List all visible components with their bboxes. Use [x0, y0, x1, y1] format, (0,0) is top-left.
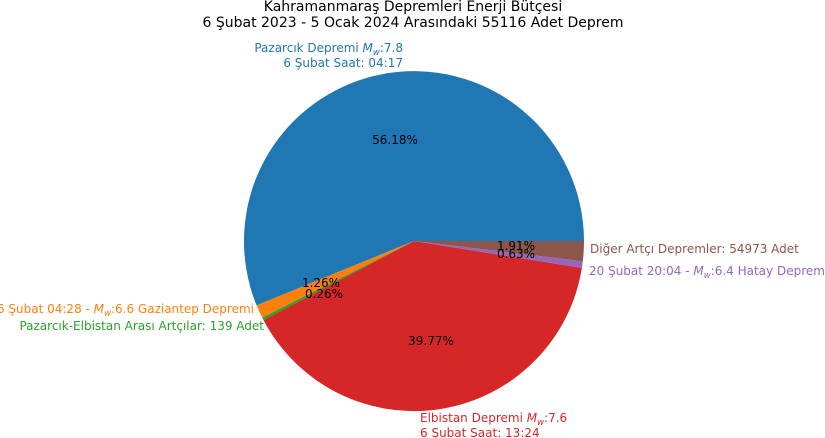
svg-text:Pazarcık-Elbistan Arası Artçıl: Pazarcık-Elbistan Arası Artçılar: 139 Ad… — [19, 319, 264, 333]
label-gaziantep: 6 Şubat 04:28 - Mw:6.6 Gaziantep Depremi — [0, 302, 254, 319]
pct-label-gaziantep: 1.26% — [302, 276, 340, 290]
pct-label-diger: 1.91% — [497, 239, 535, 253]
chart-subtitle: 6 Şubat 2023 - 5 Ocak 2024 Arasındaki 55… — [202, 15, 623, 31]
pct-label-hatay: 0.63% — [497, 247, 535, 261]
label-hatay: 20 Şubat 20:04 - Mw:6.4 Hatay Depremi — [589, 264, 825, 281]
pct-label-elbistan: 39.77% — [408, 334, 454, 348]
svg-text:Diğer Artçı Depremler: 54973 A: Diğer Artçı Depremler: 54973 Adet — [590, 242, 799, 256]
svg-text:20 Şubat 20:04 - Mw:6.4 Hatay: 20 Şubat 20:04 - Mw:6.4 Hatay Depremi — [589, 264, 825, 281]
slice-gaziantep — [256, 241, 414, 318]
label-pazarcik-elbistan: Pazarcık-Elbistan Arası Artçılar: 139 Ad… — [19, 319, 264, 333]
pct-label-pazarcik: 56.18% — [372, 133, 418, 147]
slice-hatay — [414, 241, 583, 268]
chart-title: Kahramanmaraş Depremleri Enerji Bütçesi — [264, 0, 562, 15]
pct-label-pazarcik-elbistan: 0.26% — [305, 287, 343, 301]
slice-diger — [414, 241, 584, 262]
svg-text:Elbistan Depremi Mw:7.6: Elbistan Depremi Mw:7.6 — [420, 411, 567, 428]
label-diger: Diğer Artçı Depremler: 54973 Adet — [590, 242, 799, 256]
slice-pazarcik-elbistan — [262, 241, 414, 321]
svg-text:Pazarcık Depremi Mw:7.8: Pazarcık Depremi Mw:7.8 — [254, 41, 403, 58]
svg-text:6 Şubat 04:28 - Mw:6.6 Gaziant: 6 Şubat 04:28 - Mw:6.6 Gaziantep Depremi — [0, 302, 254, 319]
label-elbistan: Elbistan Depremi Mw:7.6 6 Şubat Saat: 13… — [420, 411, 567, 438]
slice-pazarcik — [244, 71, 584, 306]
svg-text:6 Şubat Saat: 13:24: 6 Şubat Saat: 13:24 — [420, 426, 540, 438]
slice-elbistan — [263, 241, 582, 412]
label-pazarcik: Pazarcık Depremi Mw:7.8 6 Şubat Saat: 04… — [254, 41, 403, 70]
svg-text:6 Şubat Saat: 04:17: 6 Şubat Saat: 04:17 — [283, 56, 403, 70]
